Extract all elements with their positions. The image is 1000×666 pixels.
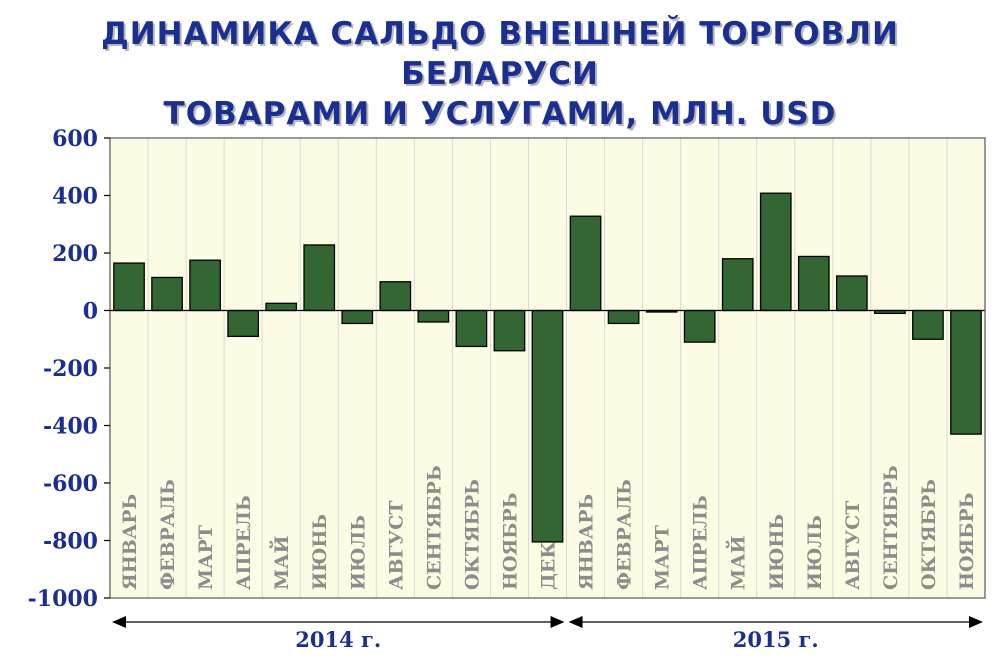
category-label: ЯНВАРЬ	[119, 494, 141, 590]
bar	[493, 309, 526, 352]
category-label: ФЕВРАЛЬ	[157, 479, 179, 590]
grid-lines	[147, 138, 948, 598]
category-labels: ЯНВАРЬ ФЕВРАЛЬ МАРТ АПРЕЛЬ МАЙ ИЮНЬ ИЮЛЬ АВГУСТ…	[119, 465, 978, 590]
bar	[379, 281, 412, 312]
category-label: ОКТЯБРЬ	[918, 479, 940, 590]
bar	[227, 309, 260, 338]
category-label: ФЕВРАЛЬ	[614, 479, 636, 590]
category-label: АПРЕЛЬ	[233, 495, 255, 590]
y-tick-label: -400	[43, 414, 98, 440]
y-tick-label: -800	[43, 529, 98, 555]
arrow-right-icon	[969, 616, 983, 628]
category-label: НОЯБРЬ	[956, 493, 978, 590]
arrow-left-icon	[568, 616, 583, 628]
bar	[607, 309, 640, 325]
category-label: ИЮЛЬ	[347, 515, 369, 590]
bar	[759, 192, 792, 312]
category-label: НОЯБРЬ	[499, 493, 521, 590]
y-tick-label: 400	[52, 184, 98, 210]
bar	[912, 309, 944, 340]
arrow-right-icon	[550, 616, 565, 628]
bar	[531, 309, 564, 543]
year-brackets: 2014 г. 2015 г.	[112, 616, 983, 652]
category-label: АВГУСТ	[842, 501, 864, 590]
bar	[417, 309, 450, 323]
y-tick-label: 0	[83, 299, 98, 325]
category-label: ОКТЯБРЬ	[461, 479, 483, 590]
chart-title: ДИНАМИКА САЛЬДО ВНЕШНЕЙ ТОРГОВЛИ БЕЛАРУС…	[0, 14, 1000, 134]
arrow-left-icon	[112, 616, 126, 628]
bar	[835, 275, 868, 312]
category-label: ИЮЛЬ	[804, 515, 826, 590]
y-tick-label: -600	[43, 471, 98, 497]
category-label: АПРЕЛЬ	[690, 495, 712, 590]
bar	[455, 309, 488, 348]
category-label: МАЙ	[726, 535, 750, 590]
category-label: ЯНВАРЬ	[576, 494, 598, 590]
y-axis-ticks: 600 400 200 0 -200 -400 -600 -800 -1000	[28, 126, 110, 612]
y-tick-label: -1000	[28, 586, 98, 612]
category-label: ИЮНЬ	[766, 514, 788, 590]
bar	[265, 302, 298, 312]
bar	[797, 255, 830, 312]
bar	[189, 259, 221, 312]
bar	[303, 244, 336, 312]
category-label: МАРТ	[652, 525, 674, 590]
bar	[721, 258, 754, 312]
category-label: СЕНТЯБРЬ	[880, 465, 902, 590]
bar	[113, 262, 145, 312]
bar	[341, 309, 374, 325]
chart-title-line-2: ТОВАРАМИ И УСЛУГАМИ, МЛН. USD	[163, 96, 837, 132]
category-label: ИЮНЬ	[309, 514, 331, 590]
bar	[683, 309, 716, 343]
chart-title-line-1: ДИНАМИКА САЛЬДО ВНЕШНЕЙ ТОРГОВЛИ БЕЛАРУС…	[101, 16, 899, 92]
bar	[151, 276, 183, 312]
y-tick-label: 200	[52, 241, 98, 267]
bar	[569, 215, 602, 312]
y-tick-label: 600	[52, 126, 98, 152]
category-label: СЕНТЯБРЬ	[423, 465, 445, 590]
year-label: 2014 г.	[295, 627, 381, 652]
year-label: 2015 г.	[733, 627, 819, 652]
category-label: АВГУСТ	[385, 501, 407, 590]
category-label: МАЙ	[269, 535, 293, 590]
y-tick-label: -200	[43, 356, 98, 382]
category-label: МАРТ	[195, 525, 217, 590]
bar	[950, 309, 982, 435]
